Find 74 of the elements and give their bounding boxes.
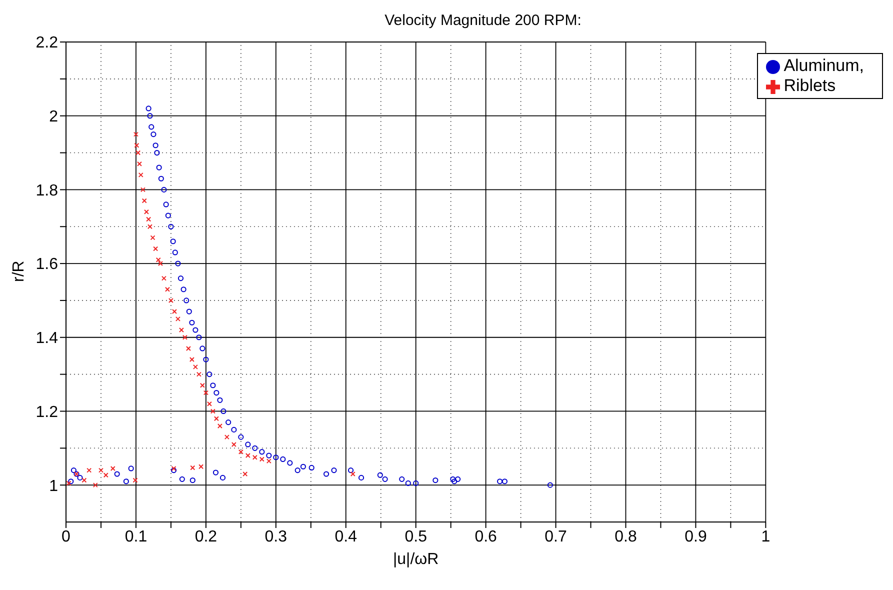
point bbox=[103, 472, 108, 478]
point bbox=[192, 364, 198, 370]
point bbox=[168, 298, 174, 303]
y-axis-title: r/R bbox=[10, 260, 28, 282]
y-tick-label: 1.6 bbox=[36, 256, 58, 274]
x-tick-label: 0.9 bbox=[684, 528, 707, 546]
point bbox=[98, 468, 104, 473]
x-tick-label: 0.2 bbox=[194, 528, 218, 546]
point bbox=[175, 316, 180, 322]
point bbox=[82, 478, 87, 483]
point bbox=[161, 276, 166, 281]
point bbox=[206, 401, 212, 406]
point bbox=[136, 161, 142, 166]
point bbox=[140, 187, 146, 192]
x-tick-label: 0.7 bbox=[544, 528, 567, 546]
point bbox=[182, 334, 188, 340]
x-tick-label: 0.4 bbox=[334, 528, 358, 546]
point bbox=[189, 357, 194, 362]
point bbox=[92, 482, 98, 488]
x-tick-label: 0.5 bbox=[404, 528, 428, 546]
point bbox=[158, 261, 163, 266]
point bbox=[245, 453, 250, 458]
point bbox=[136, 150, 141, 156]
point bbox=[164, 286, 170, 292]
point bbox=[214, 416, 219, 422]
point bbox=[178, 328, 184, 332]
point bbox=[231, 442, 236, 447]
point bbox=[350, 472, 356, 476]
point bbox=[266, 458, 272, 464]
y-tick-label: 2.2 bbox=[36, 34, 58, 52]
legend-label: Aluminum, bbox=[784, 56, 864, 75]
x-tick-label: 0.1 bbox=[124, 528, 148, 546]
y-tick-label: 2 bbox=[49, 108, 58, 126]
y-tick-label: 1.2 bbox=[36, 404, 58, 421]
y-tick-label: 1 bbox=[49, 478, 58, 495]
chart-title: Velocity Magnitude 200 RPM: bbox=[384, 12, 582, 29]
x-axis-title: |u|/ωR bbox=[392, 551, 439, 568]
x-tick-label: 0.8 bbox=[614, 528, 637, 546]
point bbox=[217, 424, 222, 428]
point bbox=[252, 454, 258, 460]
point bbox=[132, 478, 138, 483]
y-tick-label: 1.4 bbox=[36, 330, 58, 348]
point bbox=[259, 456, 264, 462]
point bbox=[144, 209, 149, 214]
point bbox=[134, 142, 140, 148]
point bbox=[150, 235, 156, 240]
point bbox=[190, 465, 196, 470]
point bbox=[153, 246, 158, 252]
point bbox=[110, 466, 116, 471]
point bbox=[186, 346, 191, 351]
point bbox=[172, 309, 177, 314]
legend-label: Riblets bbox=[784, 76, 836, 95]
point bbox=[238, 449, 244, 454]
point bbox=[142, 198, 147, 204]
point bbox=[66, 480, 72, 486]
x-tick-label: 0.6 bbox=[474, 528, 498, 546]
point bbox=[146, 216, 152, 222]
point bbox=[156, 257, 161, 262]
point bbox=[210, 408, 216, 414]
point bbox=[196, 372, 202, 377]
x-tick-label: 0.3 bbox=[264, 528, 288, 546]
point bbox=[133, 132, 138, 137]
point bbox=[242, 472, 248, 476]
point bbox=[200, 382, 205, 388]
x-tick-label: 0 bbox=[62, 528, 71, 546]
point bbox=[138, 172, 144, 178]
y-tick-label: 1.8 bbox=[36, 182, 58, 200]
x-tick-label: 1 bbox=[761, 528, 770, 546]
point bbox=[198, 464, 204, 470]
point bbox=[147, 224, 152, 230]
point bbox=[86, 468, 92, 473]
point bbox=[171, 466, 176, 471]
point bbox=[224, 434, 230, 440]
point bbox=[203, 390, 208, 396]
